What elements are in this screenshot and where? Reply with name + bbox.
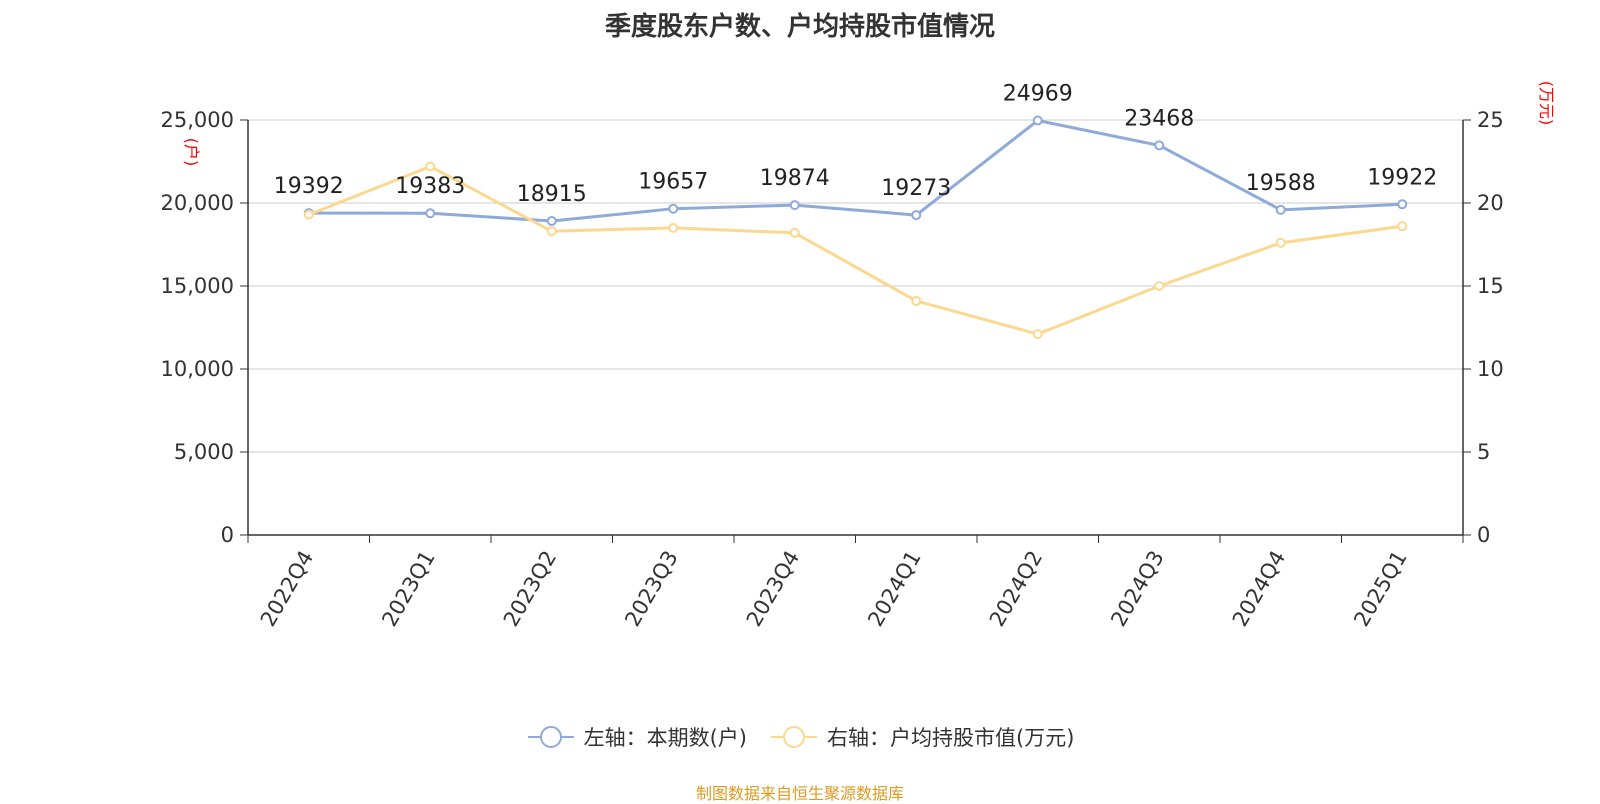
data-point-0: [425, 208, 436, 219]
data-point-1: [1154, 281, 1165, 291]
x-tick-label: 2023Q1: [377, 547, 439, 631]
data-labels: 19392 19383 18915 19657 19874 19273 24969 23468…: [274, 82, 1438, 207]
data-point-0: [1397, 199, 1408, 210]
y-left-tick-label: 15,000: [161, 274, 234, 298]
x-tick-label: 2024Q1: [863, 547, 925, 631]
x-tick-label: 2023Q2: [499, 547, 561, 631]
legend: 左轴：本期数(户) 右轴：户均持股市值(万元): [0, 722, 1600, 752]
series-line-1: [308, 164, 1403, 336]
data-point-1: [303, 209, 314, 220]
data-point-1: [911, 295, 922, 306]
data-label: 24969: [1003, 82, 1073, 107]
y-left-tick-label: 10,000: [161, 357, 234, 381]
y-right-tick-label: 10: [1477, 357, 1504, 381]
grid-lines: [248, 119, 1463, 453]
data-point-1: [546, 226, 557, 237]
x-tick-label: 2023Q3: [620, 547, 682, 631]
data-label: 19273: [881, 176, 951, 201]
y-right-tick-label: 0: [1477, 523, 1490, 547]
legend-label-households: 左轴：本期数(户): [583, 726, 747, 750]
x-tick-label: 2022Q4: [256, 547, 318, 631]
data-label: 19657: [638, 170, 708, 195]
y-left-tick-label: 25,000: [161, 108, 234, 132]
y-right-tick-label: 5: [1477, 440, 1490, 464]
data-point-0: [911, 210, 922, 221]
y-right-tick-label: 25: [1477, 108, 1504, 132]
data-point-1: [668, 222, 679, 233]
chart-title: 季度股东户数、户均持股市值情况: [604, 12, 995, 42]
legend-item-market-value[interactable]: 右轴：户均持股市值(万元): [769, 722, 1074, 752]
legend-line-circle-icon: [771, 726, 817, 748]
x-tick-label: 2024Q2: [985, 547, 1047, 631]
data-point-1: [425, 161, 436, 172]
data-label: 18915: [517, 182, 587, 207]
data-label: 19874: [760, 166, 830, 191]
series-line-0: [308, 119, 1403, 223]
data-label: 19922: [1367, 165, 1437, 190]
legend-line-circle-icon: [527, 726, 574, 748]
data-point-1: [1032, 329, 1043, 340]
data-point-0: [546, 216, 557, 227]
y-right-tick-label: 15: [1477, 274, 1504, 298]
data-point-0: [1154, 140, 1165, 151]
y-axis-left-label: (户): [182, 138, 201, 167]
y-left-tick-label: 0: [221, 523, 234, 547]
data-label: 19588: [1246, 171, 1316, 196]
y-right-tick-label: 20: [1477, 191, 1504, 215]
data-point-1: [789, 227, 800, 238]
data-point-0: [668, 203, 679, 214]
data-label: 23468: [1124, 106, 1194, 131]
legend-item-households[interactable]: 左轴：本期数(户): [526, 722, 747, 752]
data-point-1: [1397, 221, 1408, 232]
x-tick-label: 2025Q1: [1349, 547, 1411, 631]
x-tick-label: 2023Q4: [742, 547, 804, 631]
data-label: 19392: [274, 174, 344, 199]
y-axis-right-label: (万元): [1537, 81, 1556, 126]
data-point-0: [1032, 115, 1043, 126]
source-note: 制图数据来自恒生聚源数据库: [695, 784, 904, 803]
y-left-tick-label: 20,000: [161, 191, 234, 215]
data-point-0: [1275, 204, 1286, 215]
x-tick-label: 2024Q4: [1228, 547, 1290, 631]
data-point-0: [789, 200, 800, 211]
series: [303, 115, 1408, 340]
legend-label-market-value: 右轴：户均持股市值(万元): [827, 726, 1075, 750]
data-point-1: [1275, 237, 1286, 248]
data-label: 19383: [395, 174, 465, 199]
y-left-tick-label: 5,000: [174, 440, 234, 464]
x-tick-label: 2024Q3: [1106, 547, 1168, 631]
